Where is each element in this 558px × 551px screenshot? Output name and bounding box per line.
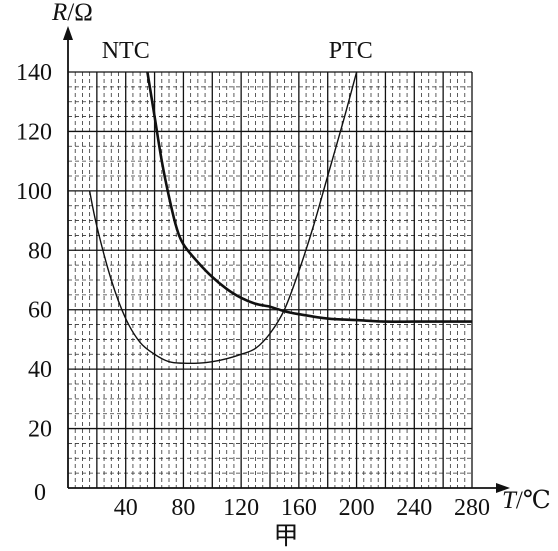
y-axis-symbol: R	[51, 0, 67, 26]
y-axis-unit: /Ω	[67, 0, 93, 26]
y-axis-arrow	[63, 26, 73, 40]
minor-grid	[68, 72, 472, 488]
x-tick-label: 200	[339, 495, 375, 521]
axes	[63, 26, 510, 493]
figure-caption: 甲	[273, 521, 298, 550]
y-axis-label: R/Ω	[51, 0, 93, 26]
curves	[88, 71, 472, 365]
y-tick-label: 20	[28, 417, 52, 443]
series-labels: NTC PTC	[102, 38, 373, 64]
ptc-curve	[88, 71, 358, 365]
ntc-label: NTC	[102, 38, 150, 64]
x-tick-label: 120	[223, 495, 259, 521]
major-grid	[68, 71, 473, 488]
x-tick-label: 40	[114, 495, 138, 521]
x-tick-labels: 40 80 120 160 200 240 280	[114, 495, 490, 521]
ptc-label: PTC	[329, 38, 373, 64]
y-tick-label: 80	[28, 238, 52, 264]
x-axis-label: T/℃	[502, 487, 551, 514]
y-tick-label: 120	[16, 119, 52, 145]
x-tick-label: 280	[454, 495, 490, 521]
ntc-curve	[146, 71, 472, 323]
y-tick-label: 140	[16, 60, 52, 86]
x-tick-label: 80	[171, 495, 195, 521]
origin-label: 0	[34, 480, 46, 506]
y-tick-label: 40	[28, 357, 52, 383]
x-axis-arrow	[496, 483, 510, 493]
y-tick-label: 100	[16, 179, 52, 205]
x-tick-label: 240	[396, 495, 432, 521]
y-tick-label: 60	[28, 298, 52, 324]
x-tick-label: 160	[281, 495, 317, 521]
x-axis-symbol: T	[502, 487, 518, 514]
y-tick-labels: 20 40 60 80 100 120 140	[16, 60, 52, 443]
x-axis-unit: /℃	[516, 487, 551, 514]
